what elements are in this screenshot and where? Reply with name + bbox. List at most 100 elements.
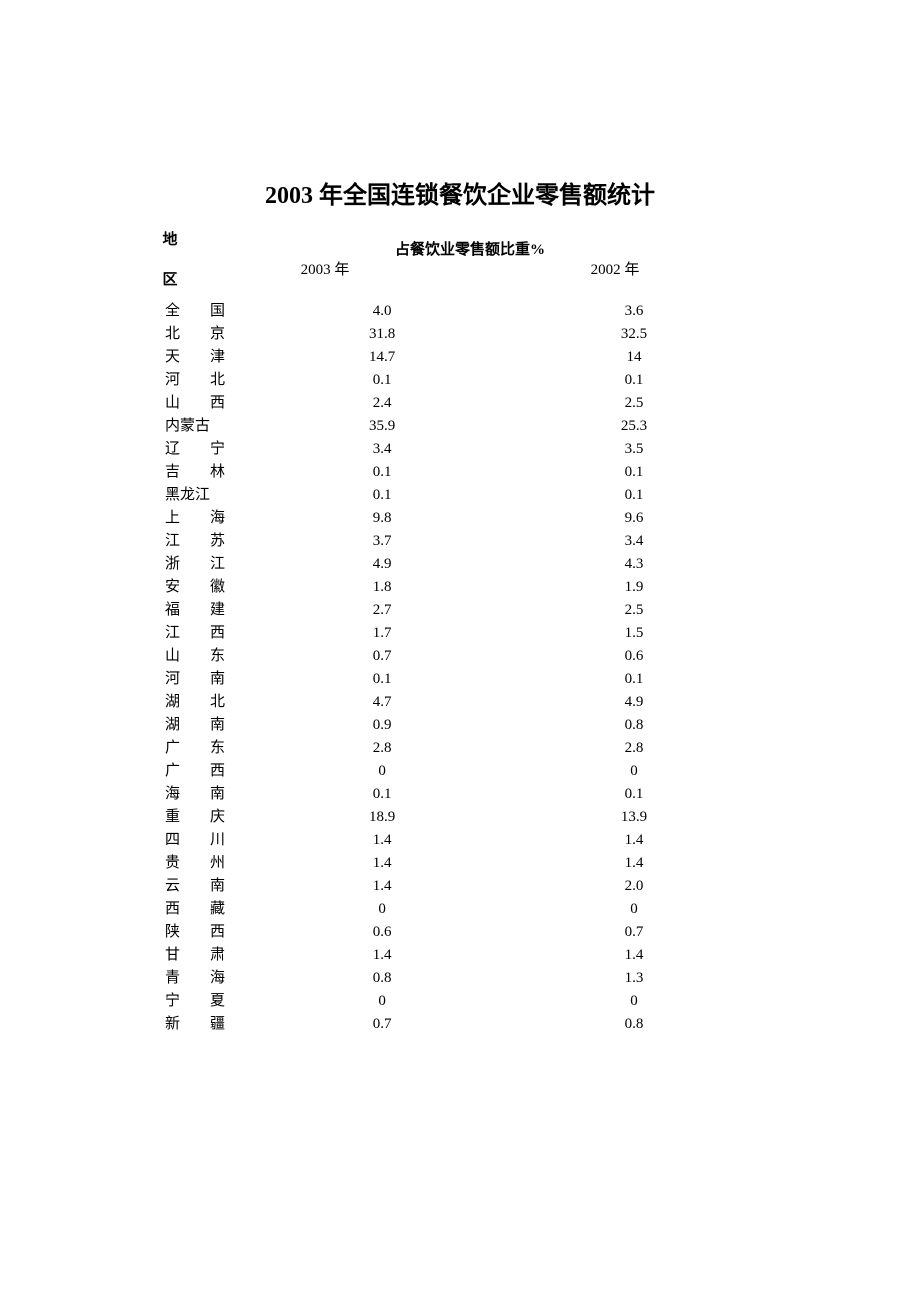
- region-cell: 浙 江: [160, 553, 256, 576]
- region-cell: 甘 肃: [160, 944, 256, 967]
- value-2003: 3.4: [256, 438, 508, 461]
- table-row: 云 南1.42.0: [160, 875, 760, 898]
- document-title: 2003 年全国连锁餐饮企业零售额统计: [0, 175, 920, 210]
- region-cell: 青 海: [160, 967, 256, 990]
- table-row: 湖 北4.74.9: [160, 691, 760, 714]
- value-2003: 1.7: [256, 622, 508, 645]
- value-2003: 14.7: [256, 346, 508, 369]
- value-2002: 1.5: [508, 622, 760, 645]
- table-row: 重 庆18.913.9: [160, 806, 760, 829]
- region-cell: 湖 北: [160, 691, 256, 714]
- col-2002-header: 2002 年: [470, 260, 760, 280]
- value-2003: 35.9: [256, 415, 508, 438]
- table-row: 黑龙江0.10.1: [160, 484, 760, 507]
- region-cell: 海 南: [160, 783, 256, 806]
- region-cell: 云 南: [160, 875, 256, 898]
- value-2002: 0.8: [508, 714, 760, 737]
- region-cell: 河 南: [160, 668, 256, 691]
- value-2003: 4.7: [256, 691, 508, 714]
- table-row: 北 京31.832.5: [160, 323, 760, 346]
- region-cell: 陕 西: [160, 921, 256, 944]
- value-2002: 32.5: [508, 323, 760, 346]
- value-2003: 9.8: [256, 507, 508, 530]
- value-2002: 0.1: [508, 369, 760, 392]
- statistics-table: 地区 占餐饮业零售额比重% 2003 年 2002 年 全 国4.03.6北 京…: [160, 220, 760, 1036]
- table-row: 天 津14.714: [160, 346, 760, 369]
- table-row: 新 疆0.70.8: [160, 1013, 760, 1036]
- table-row: 宁 夏00: [160, 990, 760, 1013]
- table-row: 河 北0.10.1: [160, 369, 760, 392]
- value-2003: 0.8: [256, 967, 508, 990]
- value-2003: 0: [256, 898, 508, 921]
- value-2003: 1.4: [256, 944, 508, 967]
- value-2003: 2.4: [256, 392, 508, 415]
- region-cell: 广 西: [160, 760, 256, 783]
- table-row: 山 西2.42.5: [160, 392, 760, 415]
- table-row: 贵 州1.41.4: [160, 852, 760, 875]
- region-cell: 全 国: [160, 300, 256, 323]
- value-2002: 2.8: [508, 737, 760, 760]
- table-row: 辽 宁3.43.5: [160, 438, 760, 461]
- table-row: 海 南0.10.1: [160, 783, 760, 806]
- table-row: 内蒙古35.925.3: [160, 415, 760, 438]
- table-row: 山 东0.70.6: [160, 645, 760, 668]
- value-2003: 1.4: [256, 852, 508, 875]
- value-2003: 0.1: [256, 484, 508, 507]
- value-2003: 1.4: [256, 875, 508, 898]
- value-2003: 1.8: [256, 576, 508, 599]
- value-2003: 0.9: [256, 714, 508, 737]
- region-cell: 湖 南: [160, 714, 256, 737]
- region-cell: 西 藏: [160, 898, 256, 921]
- value-2002: 3.4: [508, 530, 760, 553]
- region-cell: 福 建: [160, 599, 256, 622]
- value-2003: 0.6: [256, 921, 508, 944]
- value-2003: 0: [256, 990, 508, 1013]
- value-2003: 4.0: [256, 300, 508, 323]
- value-2002: 0.7: [508, 921, 760, 944]
- region-cell: 安 徽: [160, 576, 256, 599]
- value-2003: 4.9: [256, 553, 508, 576]
- value-2002: 0.1: [508, 461, 760, 484]
- region-cell: 吉 林: [160, 461, 256, 484]
- value-2003: 0: [256, 760, 508, 783]
- region-cell: 内蒙古: [160, 415, 256, 438]
- value-2003: 1.4: [256, 829, 508, 852]
- region-cell: 上 海: [160, 507, 256, 530]
- table-row: 上 海9.89.6: [160, 507, 760, 530]
- table-row: 甘 肃1.41.4: [160, 944, 760, 967]
- table-row: 吉 林0.10.1: [160, 461, 760, 484]
- table-body: 全 国4.03.6北 京31.832.5天 津14.714河 北0.10.1山 …: [160, 300, 760, 1036]
- col-2003-header: 2003 年: [180, 260, 470, 280]
- value-2002: 0: [508, 898, 760, 921]
- region-cell: 北 京: [160, 323, 256, 346]
- value-2002: 0.8: [508, 1013, 760, 1036]
- value-2003: 0.1: [256, 369, 508, 392]
- value-2002: 14: [508, 346, 760, 369]
- value-2002: 1.4: [508, 852, 760, 875]
- value-2003: 0.7: [256, 645, 508, 668]
- region-cell: 宁 夏: [160, 990, 256, 1013]
- value-2002: 0.1: [508, 668, 760, 691]
- region-cell: 江 苏: [160, 530, 256, 553]
- region-cell: 贵 州: [160, 852, 256, 875]
- value-2002: 2.5: [508, 392, 760, 415]
- region-cell: 山 西: [160, 392, 256, 415]
- region-cell: 山 东: [160, 645, 256, 668]
- value-2003: 31.8: [256, 323, 508, 346]
- region-cell: 广 东: [160, 737, 256, 760]
- region-cell: 新 疆: [160, 1013, 256, 1036]
- table-row: 西 藏00: [160, 898, 760, 921]
- table-row: 四 川1.41.4: [160, 829, 760, 852]
- value-2002: 3.6: [508, 300, 760, 323]
- table-row: 陕 西0.60.7: [160, 921, 760, 944]
- region-cell: 辽 宁: [160, 438, 256, 461]
- value-2002: 3.5: [508, 438, 760, 461]
- value-2003: 2.8: [256, 737, 508, 760]
- value-2002: 2.0: [508, 875, 760, 898]
- region-cell: 四 川: [160, 829, 256, 852]
- value-2002: 4.3: [508, 553, 760, 576]
- value-2002: 2.5: [508, 599, 760, 622]
- table-row: 江 西1.71.5: [160, 622, 760, 645]
- region-cell: 重 庆: [160, 806, 256, 829]
- value-2002: 0.1: [508, 783, 760, 806]
